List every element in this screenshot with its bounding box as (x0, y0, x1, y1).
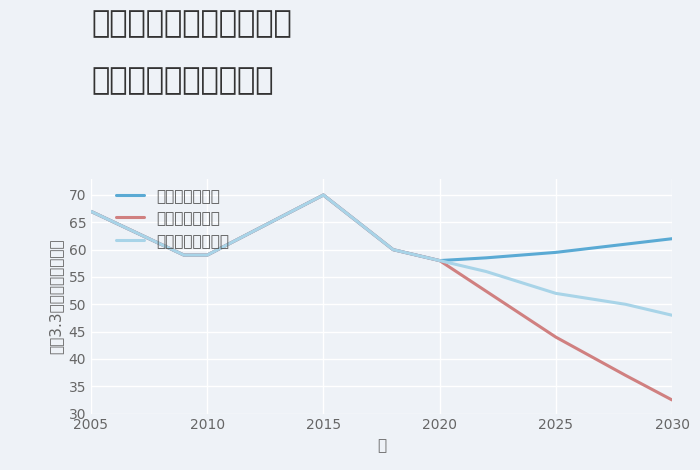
グッドシナリオ (389, 247, 398, 252)
Line: ノーマルシナリオ: ノーマルシナリオ (91, 195, 672, 315)
グッドシナリオ (435, 258, 444, 263)
ノーマルシナリオ (435, 258, 444, 263)
X-axis label: 年: 年 (377, 438, 386, 453)
Line: グッドシナリオ: グッドシナリオ (91, 195, 672, 260)
Line: バッドシナリオ: バッドシナリオ (91, 195, 672, 400)
ノーマルシナリオ (668, 313, 676, 318)
グッドシナリオ (87, 209, 95, 214)
ノーマルシナリオ (622, 301, 630, 307)
バッドシナリオ (435, 258, 444, 263)
バッドシナリオ (389, 247, 398, 252)
グッドシナリオ (482, 255, 490, 261)
グッドシナリオ (203, 252, 211, 258)
バッドシナリオ (180, 252, 188, 258)
Text: 中古戸建ての価格推移: 中古戸建ての価格推移 (91, 66, 274, 95)
ノーマルシナリオ (482, 269, 490, 274)
ノーマルシナリオ (203, 252, 211, 258)
グッドシナリオ (552, 250, 560, 255)
ノーマルシナリオ (552, 290, 560, 296)
バッドシナリオ (668, 397, 676, 403)
ノーマルシナリオ (87, 209, 95, 214)
バッドシナリオ (87, 209, 95, 214)
ノーマルシナリオ (389, 247, 398, 252)
ノーマルシナリオ (180, 252, 188, 258)
ノーマルシナリオ (319, 192, 328, 198)
バッドシナリオ (622, 373, 630, 378)
グッドシナリオ (180, 252, 188, 258)
バッドシナリオ (203, 252, 211, 258)
Y-axis label: 坪（3.3㎡）単価（万円）: 坪（3.3㎡）単価（万円） (48, 238, 63, 354)
Legend: グッドシナリオ, バッドシナリオ, ノーマルシナリオ: グッドシナリオ, バッドシナリオ, ノーマルシナリオ (116, 188, 229, 249)
グッドシナリオ (319, 192, 328, 198)
バッドシナリオ (319, 192, 328, 198)
グッドシナリオ (622, 242, 630, 247)
Text: 三重県鈴鹿市下箕田町の: 三重県鈴鹿市下箕田町の (91, 9, 292, 39)
バッドシナリオ (552, 334, 560, 340)
グッドシナリオ (668, 236, 676, 242)
